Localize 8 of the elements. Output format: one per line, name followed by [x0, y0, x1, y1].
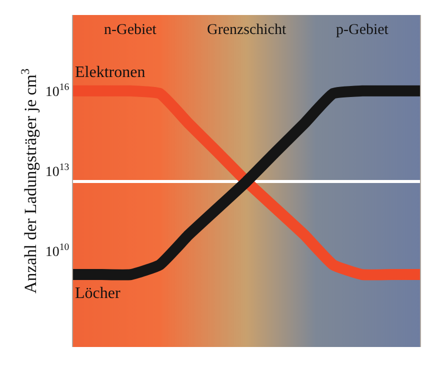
annotation: Grenzschicht	[207, 22, 287, 38]
y-tick-label: 10$^{10}$	[45, 242, 70, 260]
series-label: Elektronen	[75, 64, 146, 81]
annotation: p-Gebiet	[336, 22, 390, 38]
series-label: Löcher	[75, 285, 121, 302]
annotation: n-Gebiet	[104, 22, 158, 38]
y-tick-label: 10$^{16}$	[45, 82, 70, 100]
y-tick-label: 10$^{13}$	[45, 162, 70, 180]
